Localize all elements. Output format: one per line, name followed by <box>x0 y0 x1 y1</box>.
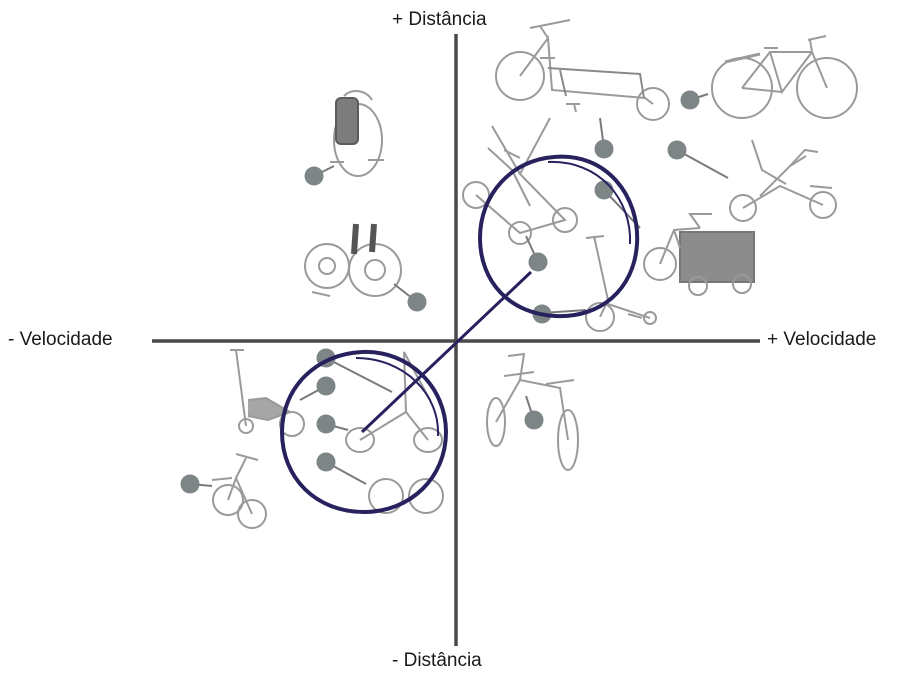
cargo-longtail-bike-icon <box>495 19 670 121</box>
marker-recumbent-trike <box>667 140 687 160</box>
marker-electric-unicycle <box>304 166 324 186</box>
recumbent-trike-icon <box>729 139 837 222</box>
hovershoes-icon <box>304 223 402 297</box>
kick-scooter-icon <box>585 235 657 332</box>
axis-label-less-distance: - Distância <box>392 650 482 671</box>
marker-balance-bike <box>180 474 200 494</box>
axis-label-more-speed: + Velocidade <box>767 329 877 350</box>
highlight-connector <box>360 270 533 434</box>
axis-label-more-distance: + Distância <box>392 9 487 30</box>
balance-bike-icon <box>211 453 267 529</box>
marker-hovershoes <box>407 292 427 312</box>
axis-label-less-speed: - Velocidade <box>8 329 113 350</box>
marker-elliptical-bike <box>528 252 548 272</box>
walking-bike-icon <box>486 352 579 471</box>
marker-cargo-box-trike <box>594 180 614 200</box>
marker-stroller-combo <box>316 452 336 472</box>
city-bicycle-icon <box>711 35 858 119</box>
marker-cargo-longtail <box>594 139 614 159</box>
marker-walker <box>316 414 336 434</box>
highlight-group <box>279 154 640 515</box>
marker-walking-bike <box>524 410 544 430</box>
electric-unicycle-icon <box>330 90 384 177</box>
highlight-circle-top <box>477 154 640 319</box>
leader-lines <box>189 93 729 487</box>
highlight-circle-bottom <box>279 349 449 515</box>
drifting-scooter-icon <box>230 349 305 437</box>
cargo-box-trike-icon <box>643 213 755 296</box>
marker-city-bicycle <box>680 90 700 110</box>
marker-drifting-scooter <box>316 376 336 396</box>
